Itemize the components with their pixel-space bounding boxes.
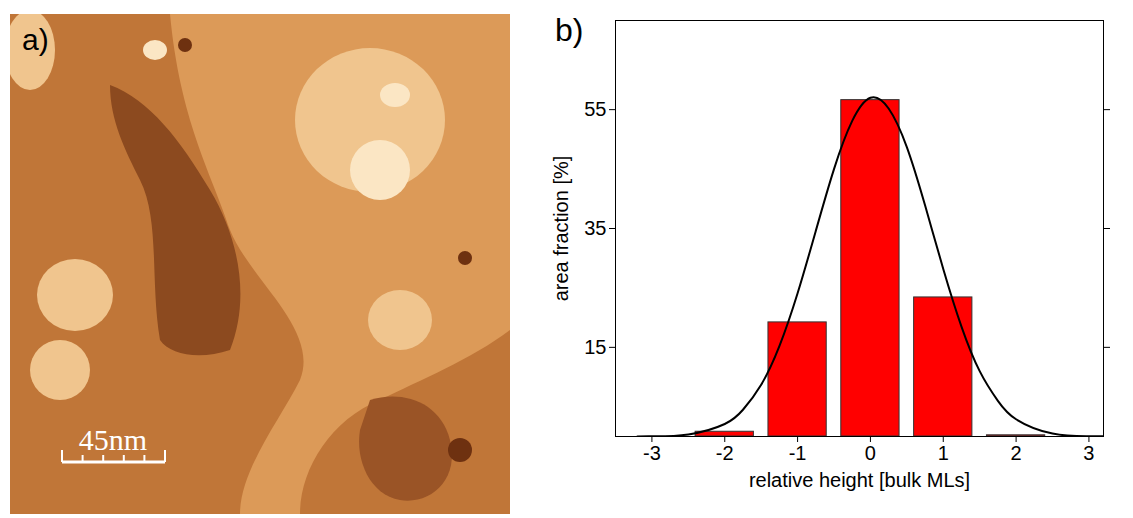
svg-text:area fraction [%]: area fraction [%] bbox=[550, 156, 572, 302]
svg-text:0: 0 bbox=[865, 442, 876, 464]
svg-text:35: 35 bbox=[584, 217, 606, 239]
svg-text:3: 3 bbox=[1083, 442, 1094, 464]
svg-text:15: 15 bbox=[584, 336, 606, 358]
svg-text:45nm: 45nm bbox=[79, 423, 147, 456]
svg-text:55: 55 bbox=[584, 98, 606, 120]
svg-text:2: 2 bbox=[1011, 442, 1022, 464]
svg-text:-2: -2 bbox=[716, 442, 734, 464]
svg-text:-1: -1 bbox=[789, 442, 807, 464]
svg-text:-3: -3 bbox=[643, 442, 661, 464]
svg-text:a): a) bbox=[22, 23, 49, 56]
svg-text:1: 1 bbox=[938, 442, 949, 464]
html-text:b): b) bbox=[555, 12, 584, 48]
svg-text:relative height [bulk MLs]: relative height [bulk MLs] bbox=[749, 469, 970, 491]
